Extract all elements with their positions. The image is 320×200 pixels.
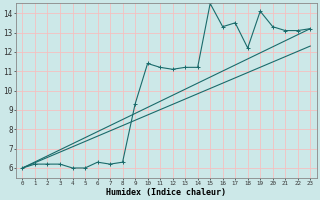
X-axis label: Humidex (Indice chaleur): Humidex (Indice chaleur)	[106, 188, 226, 197]
